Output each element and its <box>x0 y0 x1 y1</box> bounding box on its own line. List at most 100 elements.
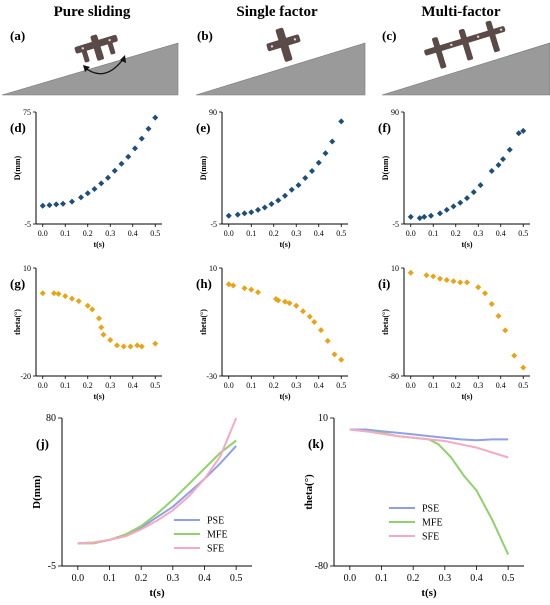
y-tick-label: -80 <box>315 561 328 572</box>
data-point <box>241 285 248 292</box>
column-title-multi-factor: Multi-factor <box>421 4 500 20</box>
data-point <box>118 160 125 167</box>
x-tick-label: 0.4 <box>198 573 211 584</box>
x-tick-label: 0.1 <box>60 381 70 390</box>
data-point <box>114 342 120 349</box>
data-point <box>145 125 152 132</box>
data-point <box>268 200 275 207</box>
x-tick-label: 0.5 <box>150 229 160 238</box>
data-point <box>125 153 132 160</box>
legend-label-sfe: SFE <box>422 532 439 543</box>
data-point <box>407 269 414 276</box>
data-point <box>488 167 495 174</box>
data-point <box>84 302 91 309</box>
data-point <box>338 118 345 125</box>
x-tick-label: 0.3 <box>291 381 301 390</box>
chart-g: 0.0 0.1 0.2 0.3 0.4 0.5 -20 10 t(s) theta(°) (g) <box>10 264 162 401</box>
data-point <box>477 182 484 189</box>
data-point <box>46 202 53 209</box>
x-tick-label: 0.4 <box>496 381 506 390</box>
panel-letter-a: (a) <box>10 28 25 43</box>
data-point <box>464 279 470 286</box>
data-point <box>470 189 477 196</box>
x-tick-label: 0.0 <box>38 229 48 238</box>
data-point <box>39 202 46 209</box>
x-tick-label: 0.5 <box>150 381 160 390</box>
data-point <box>306 313 313 320</box>
x-tick-label: 0.2 <box>269 381 279 390</box>
y-axis-label: theta(°) <box>13 309 22 335</box>
x-tick-label: 0.3 <box>105 381 115 390</box>
y-tick-label: 80 <box>46 413 56 424</box>
x-tick-label: 0.3 <box>473 381 483 390</box>
y-tick-label: -30 <box>206 372 217 381</box>
slope-b <box>195 42 366 96</box>
data-point <box>450 203 457 210</box>
panel-letter-i: (i) <box>378 276 390 291</box>
x-tick-label: 0.3 <box>291 229 301 238</box>
data-point <box>295 182 302 189</box>
x-tick-label: 0.1 <box>103 573 116 584</box>
data-point <box>248 286 255 293</box>
data-point <box>428 212 434 219</box>
x-tick-label: 0.5 <box>502 573 515 584</box>
x-tick-label: 0.4 <box>314 381 324 390</box>
data-point <box>457 279 464 286</box>
data-point <box>138 135 145 142</box>
data-point <box>288 186 295 193</box>
data-point <box>98 180 105 187</box>
x-tick-label: 0.1 <box>428 381 438 390</box>
data-point <box>282 298 288 305</box>
data-point <box>443 277 450 283</box>
series-line-mfe <box>77 439 237 545</box>
data-point <box>423 272 430 279</box>
y-tick-label: -5 <box>24 220 31 229</box>
chart-h: 0.0 0.1 0.2 0.3 0.4 0.5 -30 10 t(s) theta(°) (h) <box>196 264 348 401</box>
panel-letter-d: (d) <box>10 120 26 135</box>
data-point <box>98 324 105 331</box>
column-title-pure-sliding: Pure sliding <box>54 4 131 20</box>
data-point <box>234 211 241 218</box>
data-point <box>120 343 127 350</box>
x-axis-label: t(s) <box>93 392 104 401</box>
x-tick-label: 0.3 <box>105 229 115 238</box>
x-tick-label: 0.3 <box>473 229 483 238</box>
x-tick-label: 0.0 <box>406 229 416 238</box>
x-axis-label: t(s) <box>279 392 290 401</box>
data-point <box>520 127 527 134</box>
series-line-pse <box>349 428 509 442</box>
legend-label-pse: PSE <box>207 516 224 527</box>
data-point <box>495 313 502 319</box>
robot-icon-b <box>266 27 301 62</box>
panel-letter-k: (k) <box>308 436 324 451</box>
data-point <box>127 343 134 350</box>
charts-layer: 0.0 0.1 0.2 0.3 0.4 0.5 -5 75 t(s) D(mm) (d) 0.0 0.1… <box>10 108 530 599</box>
x-tick-label: 0.5 <box>518 229 528 238</box>
legend-label-mfe: MFE <box>207 530 228 541</box>
data-point <box>261 204 268 211</box>
data-point <box>55 290 62 297</box>
data-point <box>69 198 75 205</box>
chart-f: 0.0 0.1 0.2 0.3 0.4 0.5 -5 90 t(s) D(mm) (f) <box>378 108 530 249</box>
y-tick-label: 10 <box>391 264 399 273</box>
x-tick-label: 0.0 <box>224 229 234 238</box>
data-point <box>315 159 322 166</box>
x-tick-label: 0.4 <box>470 573 483 584</box>
x-tick-label: 0.2 <box>83 229 93 238</box>
y-tick-label: -5 <box>392 220 399 229</box>
panel-letter-h: (h) <box>196 276 212 291</box>
legend-label-pse: PSE <box>422 504 439 515</box>
x-axis-label: t(s) <box>279 240 290 249</box>
data-point <box>506 146 513 153</box>
x-tick-label: 0.5 <box>518 381 528 390</box>
data-point <box>78 194 84 201</box>
y-axis-label: theta(°) <box>381 309 390 335</box>
y-tick-label: -80 <box>388 372 399 381</box>
y-tick-label: 10 <box>318 413 328 424</box>
y-tick-label: 10 <box>23 264 31 273</box>
x-tick-label: 0.2 <box>135 573 148 584</box>
slope-a <box>1 42 179 96</box>
data-point <box>324 337 331 344</box>
x-tick-label: 0.2 <box>83 381 93 390</box>
